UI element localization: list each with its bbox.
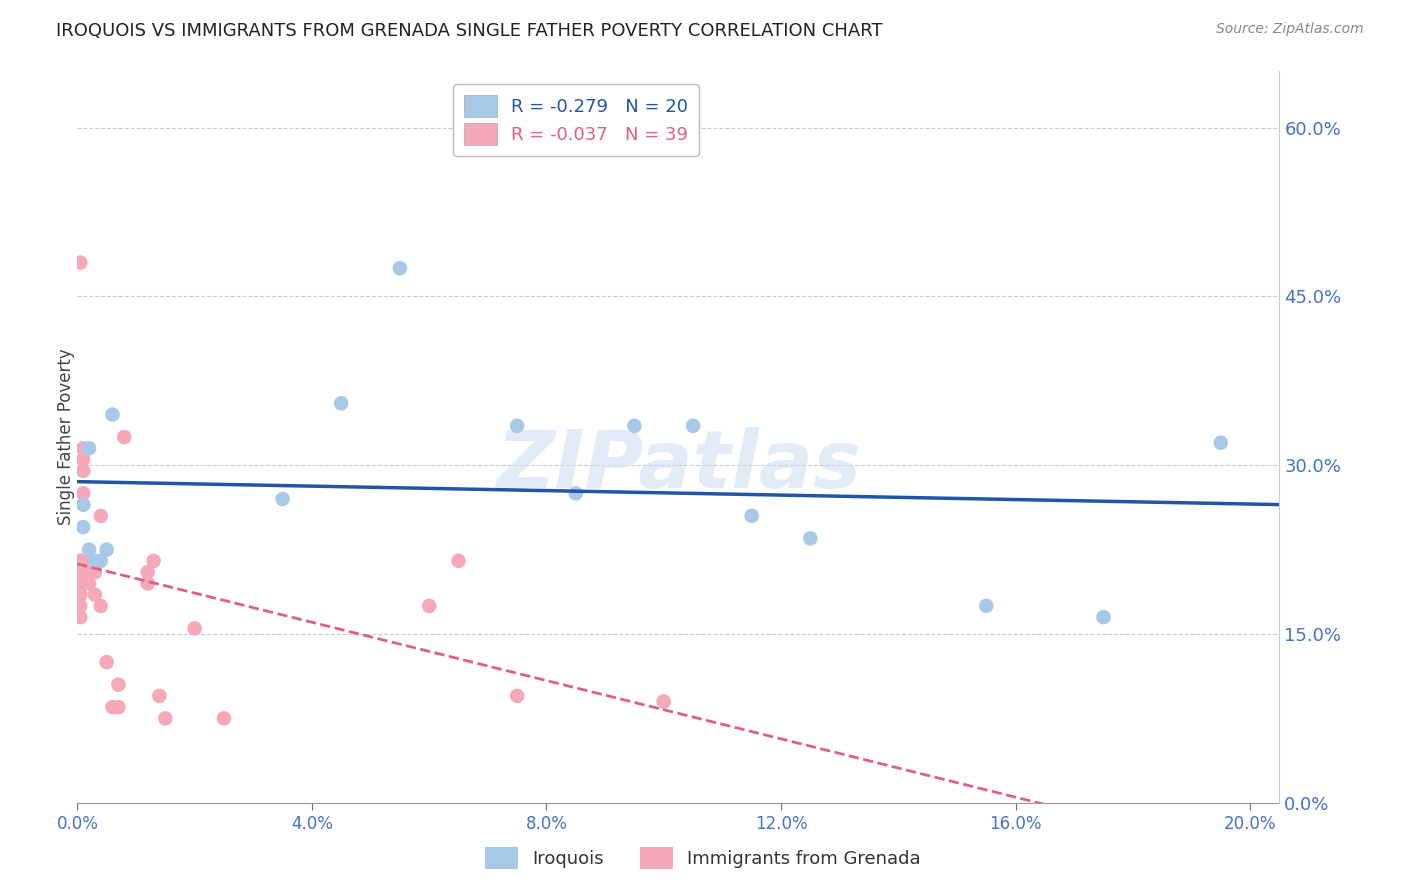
Point xyxy=(69,588,91,602)
Point xyxy=(799,532,821,546)
Point xyxy=(447,554,470,568)
Point xyxy=(69,571,91,585)
Point xyxy=(69,255,91,269)
Point xyxy=(72,520,94,534)
Point xyxy=(84,565,107,579)
Point xyxy=(741,508,763,523)
Point xyxy=(1092,610,1115,624)
Point xyxy=(77,554,100,568)
Point xyxy=(77,442,100,456)
Point xyxy=(506,689,529,703)
Point xyxy=(155,711,177,725)
Point xyxy=(69,554,91,568)
Point xyxy=(72,464,94,478)
Text: Source: ZipAtlas.com: Source: ZipAtlas.com xyxy=(1216,22,1364,37)
Point xyxy=(623,418,645,433)
Point xyxy=(107,678,129,692)
Point xyxy=(330,396,353,410)
Point xyxy=(90,554,112,568)
Point xyxy=(77,576,100,591)
Point xyxy=(69,554,91,568)
Point xyxy=(72,498,94,512)
Point xyxy=(69,576,91,591)
Point xyxy=(77,542,100,557)
Point xyxy=(72,565,94,579)
Point xyxy=(136,565,159,579)
Point xyxy=(69,559,91,574)
Point xyxy=(72,498,94,512)
Point xyxy=(1209,435,1232,450)
Y-axis label: Single Father Poverty: Single Father Poverty xyxy=(58,349,75,525)
Point xyxy=(388,261,411,276)
Point xyxy=(682,418,704,433)
Point xyxy=(84,588,107,602)
Point xyxy=(107,700,129,714)
Point xyxy=(506,418,529,433)
Point xyxy=(112,430,135,444)
Point xyxy=(69,565,91,579)
Point xyxy=(148,689,170,703)
Point xyxy=(101,700,124,714)
Point xyxy=(90,599,112,613)
Point xyxy=(418,599,440,613)
Point xyxy=(96,542,118,557)
Text: IROQUOIS VS IMMIGRANTS FROM GRENADA SINGLE FATHER POVERTY CORRELATION CHART: IROQUOIS VS IMMIGRANTS FROM GRENADA SING… xyxy=(56,22,883,40)
Point xyxy=(90,508,112,523)
Point xyxy=(183,621,205,635)
Text: ZIPatlas: ZIPatlas xyxy=(496,427,860,506)
Point xyxy=(96,655,118,669)
Legend: Iroquois, Immigrants from Grenada: Iroquois, Immigrants from Grenada xyxy=(477,838,929,879)
Point xyxy=(565,486,588,500)
Point xyxy=(652,694,675,708)
Point xyxy=(101,408,124,422)
Point xyxy=(72,452,94,467)
Point xyxy=(72,554,94,568)
Point xyxy=(72,442,94,456)
Point xyxy=(142,554,165,568)
Legend: R = -0.279   N = 20, R = -0.037   N = 39: R = -0.279 N = 20, R = -0.037 N = 39 xyxy=(453,84,699,156)
Point xyxy=(974,599,997,613)
Point xyxy=(69,599,91,613)
Point xyxy=(271,491,294,506)
Point xyxy=(212,711,235,725)
Point xyxy=(84,554,107,568)
Point xyxy=(136,576,159,591)
Point xyxy=(69,610,91,624)
Point xyxy=(72,486,94,500)
